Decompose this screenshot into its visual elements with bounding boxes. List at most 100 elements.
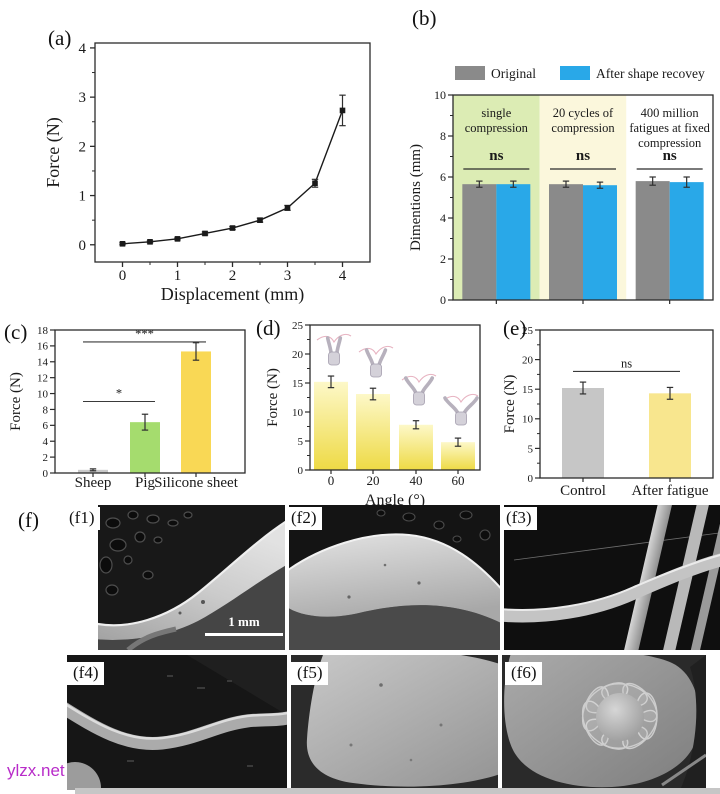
svg-text:10: 10 bbox=[522, 414, 534, 426]
gripper-icon bbox=[443, 393, 479, 426]
svg-text:4: 4 bbox=[79, 41, 87, 57]
sem-image-f1: (f1) 1 mm bbox=[63, 505, 285, 650]
svg-text:12: 12 bbox=[37, 373, 48, 385]
svg-text:Angle (°): Angle (°) bbox=[365, 492, 425, 509]
svg-text:16: 16 bbox=[37, 341, 49, 353]
gripper-icon bbox=[358, 345, 394, 378]
svg-text:60: 60 bbox=[452, 473, 465, 488]
svg-text:0: 0 bbox=[298, 465, 304, 477]
svg-text:fatigues at fixed: fatigues at fixed bbox=[629, 121, 710, 135]
svg-text:Silicone sheet: Silicone sheet bbox=[154, 475, 239, 491]
svg-text:Dimentions (mm): Dimentions (mm) bbox=[408, 144, 424, 251]
sem-micrograph-f3 bbox=[504, 505, 720, 650]
panel-f-label: (f) bbox=[18, 508, 39, 532]
sem-micrograph-f1 bbox=[98, 505, 285, 650]
svg-text:15: 15 bbox=[292, 378, 304, 390]
svg-text:10: 10 bbox=[37, 388, 49, 400]
svg-text:4: 4 bbox=[43, 436, 49, 448]
panel-a-label: (a) bbox=[48, 26, 72, 50]
sem-image-f3: (f3) bbox=[500, 505, 720, 650]
bottom-edge-strip bbox=[75, 788, 720, 794]
svg-text:10: 10 bbox=[434, 88, 446, 102]
svg-text:0: 0 bbox=[328, 473, 335, 488]
svg-text:2: 2 bbox=[229, 268, 237, 284]
svg-text:***: *** bbox=[135, 327, 154, 341]
svg-text:Pig: Pig bbox=[135, 475, 156, 491]
svg-text:25: 25 bbox=[292, 320, 304, 332]
svg-text:0: 0 bbox=[440, 293, 446, 307]
svg-text:*: * bbox=[116, 387, 122, 401]
force-displacement-line-chart: 0 1 2 3 4 0 1 2 3 4 Displacement (mm) Force (N) bbox=[43, 41, 371, 305]
svg-text:40: 40 bbox=[410, 473, 423, 488]
svg-text:0: 0 bbox=[119, 268, 127, 284]
svg-text:Force (N): Force (N) bbox=[265, 368, 281, 427]
svg-text:0: 0 bbox=[43, 468, 49, 480]
svg-text:Sheep: Sheep bbox=[75, 475, 112, 491]
svg-text:2: 2 bbox=[79, 139, 87, 155]
svg-text:25: 25 bbox=[522, 325, 534, 337]
svg-text:2: 2 bbox=[440, 252, 446, 266]
svg-text:5: 5 bbox=[528, 443, 534, 455]
svg-text:3: 3 bbox=[79, 90, 87, 106]
svg-text:3: 3 bbox=[284, 268, 292, 284]
svg-text:400 million: 400 million bbox=[641, 106, 700, 120]
svg-text:2: 2 bbox=[43, 452, 49, 464]
panel-d-label: (d) bbox=[256, 316, 281, 340]
svg-text:6: 6 bbox=[440, 170, 446, 184]
svg-text:Original: Original bbox=[491, 66, 536, 81]
svg-text:8: 8 bbox=[43, 404, 49, 416]
svg-text:compression: compression bbox=[551, 121, 615, 135]
gripper-icon bbox=[401, 373, 437, 406]
svg-text:ns: ns bbox=[489, 148, 503, 164]
panel-c-label: (c) bbox=[4, 320, 28, 344]
sem-label-f4: (f4) bbox=[67, 662, 105, 685]
svg-text:15: 15 bbox=[522, 384, 534, 396]
sem-label-f6: (f6) bbox=[505, 662, 543, 685]
svg-text:After shape recovey: After shape recovey bbox=[596, 66, 705, 81]
svg-text:Force (N): Force (N) bbox=[8, 372, 24, 431]
svg-text:Control: Control bbox=[560, 483, 606, 499]
panel-b-label: (b) bbox=[412, 6, 437, 30]
svg-text:20: 20 bbox=[292, 349, 304, 361]
svg-text:0: 0 bbox=[528, 473, 534, 485]
force-angle-bar-chart: 0 5 10 15 20 25 0 20 40 60 Angle (°) Force (N) bbox=[265, 320, 481, 509]
sem-micrograph-f5 bbox=[291, 655, 498, 790]
gripper-icon bbox=[316, 333, 352, 366]
svg-text:20: 20 bbox=[367, 473, 380, 488]
sem-label-f3: (f3) bbox=[500, 507, 538, 530]
svg-text:1: 1 bbox=[174, 268, 182, 284]
svg-text:ns: ns bbox=[663, 148, 677, 164]
scale-bar bbox=[205, 633, 283, 636]
svg-text:Force (N): Force (N) bbox=[43, 117, 64, 187]
sem-label-f1: (f1) bbox=[63, 507, 101, 530]
force-fatigue-bar-chart: 0 5 10 15 20 25 Control After fatigue ns Force (N… bbox=[502, 325, 714, 499]
sem-micrograph-f6 bbox=[502, 655, 706, 790]
svg-text:6: 6 bbox=[43, 420, 49, 432]
svg-text:18: 18 bbox=[37, 325, 49, 337]
svg-text:20 cycles of: 20 cycles of bbox=[553, 106, 614, 120]
svg-text:10: 10 bbox=[292, 407, 304, 419]
svg-text:ns: ns bbox=[576, 148, 590, 164]
svg-text:compression: compression bbox=[465, 121, 529, 135]
sem-image-f6: (f6) bbox=[502, 655, 706, 790]
sem-label-f5: (f5) bbox=[291, 662, 329, 685]
svg-text:8: 8 bbox=[440, 129, 446, 143]
sem-image-f4: (f4) bbox=[67, 655, 287, 790]
panel-e-label: (e) bbox=[503, 316, 527, 340]
svg-text:1: 1 bbox=[79, 189, 87, 205]
svg-text:Displacement (mm): Displacement (mm) bbox=[161, 284, 304, 305]
sem-image-f5: (f5) bbox=[291, 655, 498, 790]
sem-micrograph-f2 bbox=[289, 505, 500, 650]
svg-text:Force (N): Force (N) bbox=[502, 375, 518, 434]
svg-text:0: 0 bbox=[79, 238, 87, 254]
watermark: ylzx.net bbox=[7, 761, 65, 780]
svg-text:14: 14 bbox=[37, 357, 49, 369]
svg-text:ns: ns bbox=[621, 356, 632, 370]
svg-text:5: 5 bbox=[298, 436, 304, 448]
sem-image-f2: (f2) bbox=[285, 505, 500, 650]
svg-text:4: 4 bbox=[339, 268, 347, 284]
scale-bar-label: 1 mm bbox=[228, 614, 260, 629]
svg-text:4: 4 bbox=[440, 211, 446, 225]
svg-text:After fatigue: After fatigue bbox=[631, 483, 708, 499]
